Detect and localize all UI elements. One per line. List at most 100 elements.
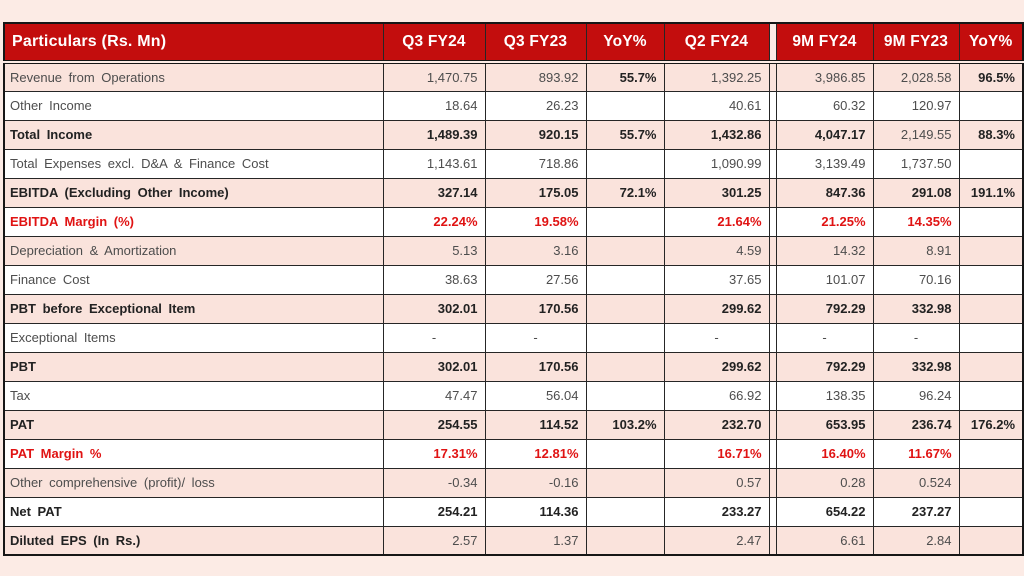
value-cell: 103.2% bbox=[585, 409, 665, 440]
header-cell: YoY% bbox=[958, 22, 1024, 64]
column-gap-spacer bbox=[768, 235, 777, 266]
value-cell: 96.24 bbox=[872, 380, 960, 411]
table-row: Net PAT 254.21 114.36 233.27 654.22 237.27 bbox=[3, 496, 1024, 527]
row-label: PBT bbox=[3, 351, 384, 382]
column-gap-spacer bbox=[768, 438, 777, 469]
row-label: Diluted EPS (In Rs.) bbox=[3, 525, 384, 556]
value-cell bbox=[958, 90, 1024, 121]
row-label: Depreciation & Amortization bbox=[3, 235, 384, 266]
column-gap-spacer bbox=[768, 61, 777, 92]
value-cell: 847.36 bbox=[775, 177, 874, 208]
value-cell bbox=[585, 90, 665, 121]
value-cell: 302.01 bbox=[382, 293, 486, 324]
column-gap-spacer bbox=[768, 496, 777, 527]
value-cell bbox=[585, 467, 665, 498]
value-cell: 176.2% bbox=[958, 409, 1024, 440]
value-cell: 2.84 bbox=[872, 525, 960, 556]
value-cell: 6.61 bbox=[775, 525, 874, 556]
value-cell: 114.36 bbox=[484, 496, 587, 527]
column-gap-spacer bbox=[768, 177, 777, 208]
value-cell bbox=[585, 322, 665, 353]
value-cell: 1,489.39 bbox=[382, 119, 486, 150]
header-row: Particulars (Rs. Mn) Q3 FY24 Q3 FY23 YoY% Q… bbox=[3, 22, 1024, 64]
value-cell bbox=[958, 438, 1024, 469]
value-cell: 327.14 bbox=[382, 177, 486, 208]
value-cell bbox=[958, 380, 1024, 411]
value-cell: - bbox=[775, 322, 874, 353]
value-cell: 12.81% bbox=[484, 438, 587, 469]
value-cell: 101.07 bbox=[775, 264, 874, 295]
header-cell: Q2 FY24 bbox=[663, 22, 770, 64]
header-cell: YoY% bbox=[585, 22, 665, 64]
value-cell: 37.65 bbox=[663, 264, 770, 295]
column-gap-spacer bbox=[768, 380, 777, 411]
value-cell bbox=[585, 525, 665, 556]
value-cell: 302.01 bbox=[382, 351, 486, 382]
value-cell: 60.32 bbox=[775, 90, 874, 121]
value-cell bbox=[958, 293, 1024, 324]
value-cell: 26.23 bbox=[484, 90, 587, 121]
row-label: PAT bbox=[3, 409, 384, 440]
value-cell: 1,737.50 bbox=[872, 148, 960, 179]
value-cell: 114.52 bbox=[484, 409, 587, 440]
value-cell: 0.28 bbox=[775, 467, 874, 498]
value-cell bbox=[585, 351, 665, 382]
column-gap-spacer bbox=[768, 90, 777, 121]
value-cell: 0.57 bbox=[663, 467, 770, 498]
column-gap-spacer bbox=[768, 351, 777, 382]
column-gap-spacer bbox=[768, 467, 777, 498]
value-cell: 332.98 bbox=[872, 351, 960, 382]
value-cell bbox=[958, 235, 1024, 266]
value-cell: 47.47 bbox=[382, 380, 486, 411]
value-cell: 14.32 bbox=[775, 235, 874, 266]
table-row: Revenue from Operations 1,470.75 893.92 55.… bbox=[3, 61, 1024, 92]
value-cell bbox=[958, 264, 1024, 295]
value-cell: 170.56 bbox=[484, 351, 587, 382]
value-cell: 40.61 bbox=[663, 90, 770, 121]
column-gap-spacer bbox=[768, 525, 777, 556]
header-cell: Q3 FY24 bbox=[382, 22, 486, 64]
value-cell: 17.31% bbox=[382, 438, 486, 469]
value-cell: - bbox=[663, 322, 770, 353]
value-cell: 299.62 bbox=[663, 293, 770, 324]
column-gap-spacer bbox=[768, 264, 777, 295]
column-gap-spacer bbox=[768, 22, 777, 64]
column-gap-spacer bbox=[768, 293, 777, 324]
value-cell: 920.15 bbox=[484, 119, 587, 150]
value-cell: 66.92 bbox=[663, 380, 770, 411]
value-cell: 19.58% bbox=[484, 206, 587, 237]
value-cell: 237.27 bbox=[872, 496, 960, 527]
table-row: Tax 47.47 56.04 66.92 138.35 96.24 bbox=[3, 380, 1024, 411]
table-row: Other comprehensive (profit)/ loss -0.34-… bbox=[3, 467, 1024, 498]
value-cell: 792.29 bbox=[775, 351, 874, 382]
column-gap-spacer bbox=[768, 148, 777, 179]
value-cell bbox=[585, 206, 665, 237]
table-row: PBT 302.01 170.56 299.62 792.29 332.98 bbox=[3, 351, 1024, 382]
table-row: Diluted EPS (In Rs.) 2.57 1.37 2.47 6.61 2.84 bbox=[3, 525, 1024, 556]
value-cell: 3,139.49 bbox=[775, 148, 874, 179]
value-cell: 4.59 bbox=[663, 235, 770, 266]
value-cell: 191.1% bbox=[958, 177, 1024, 208]
row-label: Net PAT bbox=[3, 496, 384, 527]
value-cell: 2,149.55 bbox=[872, 119, 960, 150]
value-cell: 170.56 bbox=[484, 293, 587, 324]
column-gap-spacer bbox=[768, 119, 777, 150]
row-label: PBT before Exceptional Item bbox=[3, 293, 384, 324]
value-cell: 0.524 bbox=[872, 467, 960, 498]
value-cell: 893.92 bbox=[484, 61, 587, 92]
value-cell: -0.16 bbox=[484, 467, 587, 498]
header-cell: Q3 FY23 bbox=[484, 22, 587, 64]
value-cell: -0.34 bbox=[382, 467, 486, 498]
value-cell: 27.56 bbox=[484, 264, 587, 295]
value-cell bbox=[585, 496, 665, 527]
value-cell: 299.62 bbox=[663, 351, 770, 382]
table-row: EBITDA Margin (%) 22.24% 19.58% 21.64% 21.25… bbox=[3, 206, 1024, 237]
value-cell: 21.25% bbox=[775, 206, 874, 237]
value-cell: 2.57 bbox=[382, 525, 486, 556]
value-cell: 18.64 bbox=[382, 90, 486, 121]
table-row: PBT before Exceptional Item 302.01 170.56 2… bbox=[3, 293, 1024, 324]
value-cell: 1.37 bbox=[484, 525, 587, 556]
value-cell: 3.16 bbox=[484, 235, 587, 266]
value-cell: 1,143.61 bbox=[382, 148, 486, 179]
